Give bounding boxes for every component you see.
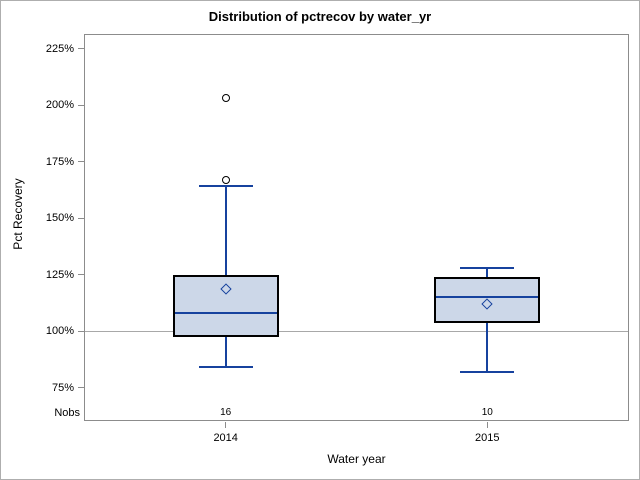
y-tick-label: 200% [45,99,74,111]
y-tick-mark [78,330,84,332]
whisker-cap-high [460,266,515,269]
y-tick-mark [78,161,84,162]
whisker-cap-high [198,185,253,188]
y-tick-mark [78,104,84,106]
y-tick-label: 175% [45,155,74,168]
nobs-row-header: Nobs [54,407,80,419]
chart-title: Distribution of pctrecov by water_yr [208,9,432,24]
y-tick-mark [78,48,84,49]
outlier-point [221,175,230,184]
nobs-value: 16 [220,407,232,418]
y-tick-label: 100% [45,325,74,337]
whisker-cap-low [198,366,253,369]
y-tick-label: 225% [45,42,74,55]
plot-area [84,34,629,421]
y-tick-mark [78,274,84,275]
y-axis-label: Pct Recovery [11,178,25,250]
median-line [436,296,539,299]
whisker-cap-low [460,370,515,373]
x-axis-label: Water year [327,452,386,466]
iqr-box [434,276,541,324]
x-tick-mark [486,422,488,428]
iqr-box [172,274,279,337]
median-line [174,311,277,314]
x-tick-mark [225,422,227,428]
nobs-value: 10 [481,407,493,418]
x-category-label: 2014 [213,432,238,444]
y-tick-label: 150% [45,212,74,224]
reference-line-100pct [85,330,628,332]
x-category-label: 2015 [475,432,500,444]
y-tick-mark [78,217,84,219]
y-tick-label: 75% [51,381,74,394]
outlier-point [221,94,230,103]
y-tick-mark [78,387,84,388]
y-tick-label: 125% [45,268,74,281]
